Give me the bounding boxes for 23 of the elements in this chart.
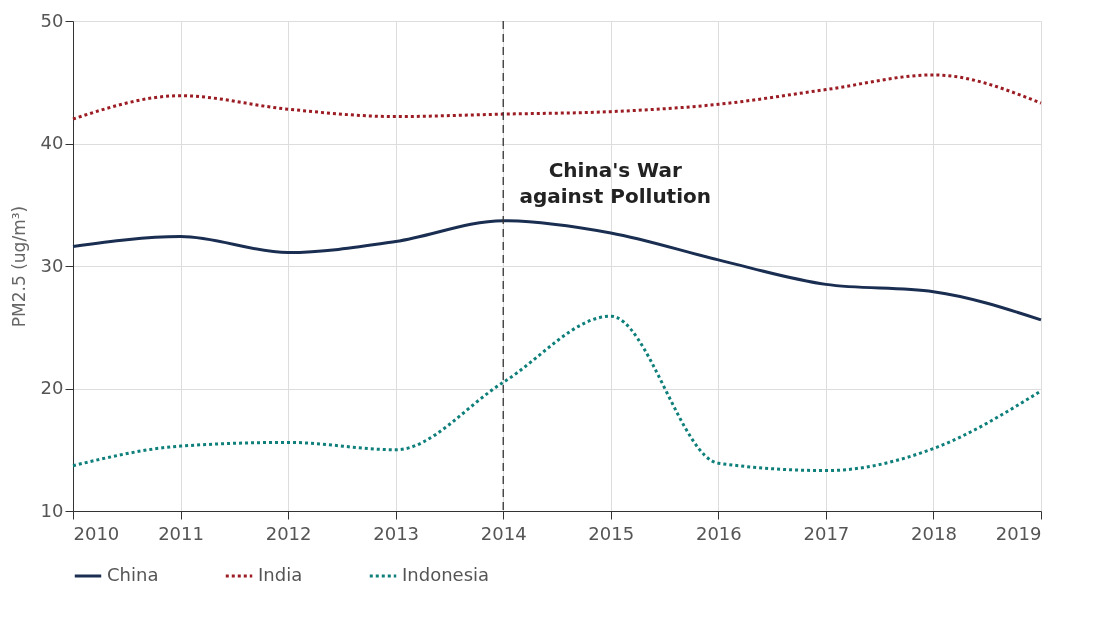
line-series bbox=[71, 219, 1043, 322]
x-tick-label: 2017 bbox=[803, 522, 850, 544]
x-tick-label: 2013 bbox=[373, 522, 420, 544]
x-tick-label: 2018 bbox=[911, 522, 957, 544]
y-tick-label: 50 bbox=[40, 9, 64, 31]
x-tick-label: 2011 bbox=[158, 522, 204, 544]
x-tick-label: 2010 bbox=[73, 522, 120, 544]
legend-label: Indonesia bbox=[402, 564, 490, 585]
legend-label: India bbox=[258, 564, 303, 585]
y-tick-label: 30 bbox=[40, 254, 64, 276]
x-tick-label: 2014 bbox=[480, 522, 527, 544]
y-tick-label: 10 bbox=[40, 499, 64, 521]
y-axis-title: PM2.5 (ug/m³) bbox=[8, 205, 29, 328]
line-series bbox=[71, 314, 1043, 473]
ref-line-label: China's War against Pollution bbox=[519, 158, 712, 208]
x-tick-label: 2019 bbox=[995, 522, 1042, 544]
x-tick-label: 2012 bbox=[265, 522, 312, 544]
x-tick-label: 2016 bbox=[695, 522, 742, 544]
legend-label: China bbox=[107, 564, 159, 585]
y-tick-label: 40 bbox=[40, 132, 64, 153]
y-tick-label: 20 bbox=[40, 377, 64, 398]
line-series bbox=[71, 73, 1043, 121]
x-tick-label: 2015 bbox=[588, 522, 635, 544]
